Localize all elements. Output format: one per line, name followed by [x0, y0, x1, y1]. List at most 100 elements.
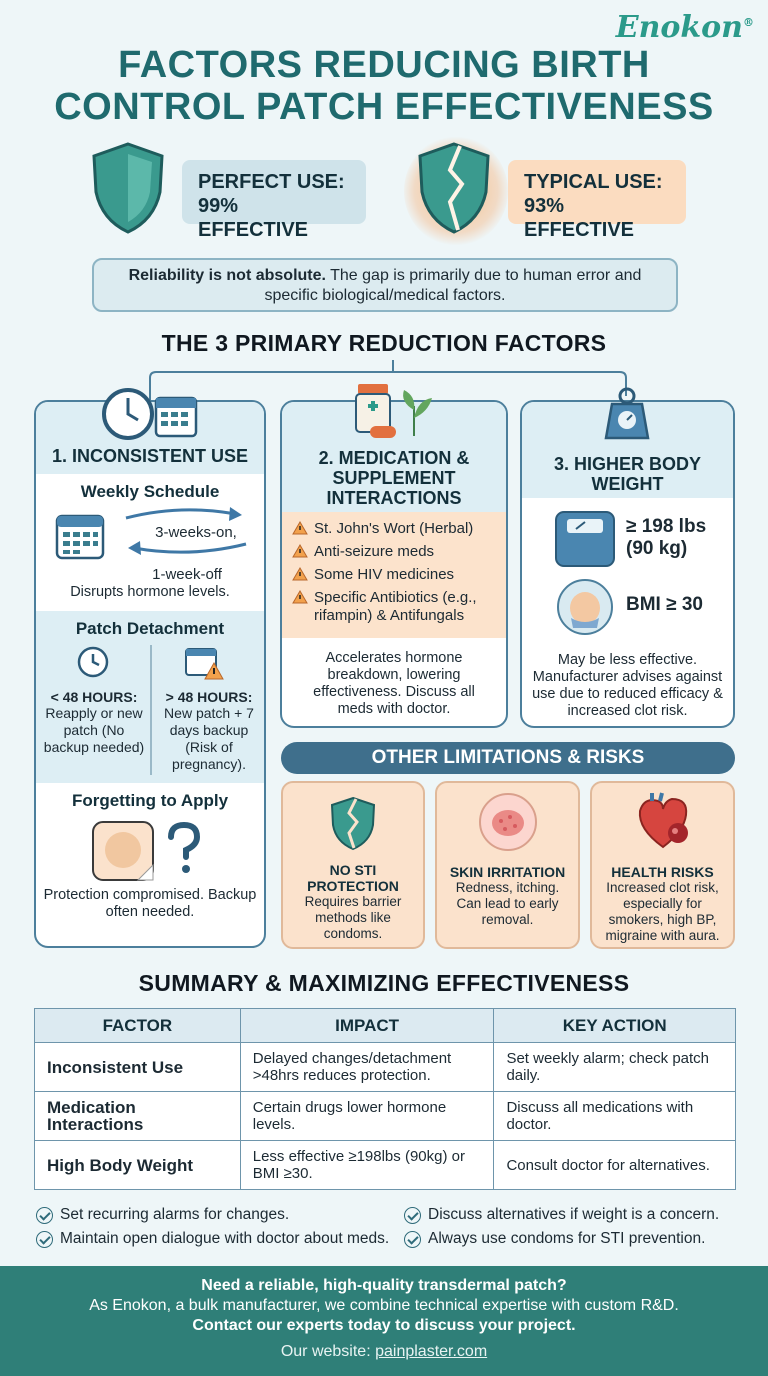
- medication-item: Specific Antibiotics (e.g., rifampin) & …: [292, 589, 496, 625]
- factor-1-title: 1. INCONSISTENT USE: [36, 402, 264, 474]
- connector-lines: [149, 360, 627, 402]
- primary-factors-title: THE 3 PRIMARY REDUCTION FACTORS: [161, 330, 607, 356]
- table-row: High Body Weight Less effective ≥198lbs …: [34, 1140, 736, 1190]
- table-header-row: FACTOR IMPACT KEY ACTION: [34, 1008, 736, 1043]
- shield-icon: [92, 142, 164, 234]
- footer-headline: Need a reliable, high-quality transderma…: [201, 1277, 567, 1294]
- scale-icon: [555, 511, 615, 567]
- patch-detachment-title: Patch Detachment: [75, 619, 225, 638]
- medication-herb-icon: [355, 384, 432, 438]
- skin-irritation-icon: [478, 793, 537, 851]
- table-cell: High Body Weight: [34, 1140, 241, 1190]
- table-cell: Discuss all medications with doctor.: [493, 1091, 736, 1141]
- footer-banner: Need a reliable, high-quality transderma…: [0, 1266, 768, 1376]
- bmi-threshold: BMI ≥ 30: [626, 594, 703, 615]
- medication-item-text: St. John's Wort (Herbal): [314, 520, 474, 537]
- warning-icon: [292, 590, 308, 604]
- tip-text: Discuss alternatives if weight is a conc…: [428, 1206, 720, 1223]
- footer-cta: Contact our experts today to discuss you…: [192, 1317, 576, 1334]
- factor-3-card: 3. HIGHER BODY WEIGHT ≥ 198 lbs (90 kg) …: [520, 400, 735, 728]
- weight-threshold: ≥ 198 lbs (90 kg): [626, 516, 707, 559]
- typical-use-value: 93% EFFECTIVE: [524, 195, 635, 241]
- warning-icon: [292, 544, 308, 558]
- broken-shield-icon: [330, 796, 376, 851]
- medication-item: Some HIV medicines: [292, 566, 496, 584]
- reliability-bold: Reliability is not absolute.: [128, 267, 326, 284]
- check-icon: [36, 1206, 53, 1224]
- tip-item: Set recurring alarms for changes.: [36, 1206, 289, 1224]
- typical-use-label: TYPICAL USE:: [524, 171, 663, 193]
- clock-calendar-icon: [102, 388, 198, 440]
- website-link[interactable]: painplaster.com: [375, 1343, 488, 1360]
- table-cell: Inconsistent Use: [34, 1042, 241, 1092]
- weekly-note: Disrupts hormone levels.: [70, 584, 230, 600]
- limit-title: SKIN IRRITATION: [449, 864, 566, 880]
- table-cell: Delayed changes/detachment >48hrs reduce…: [239, 1042, 495, 1092]
- limit-text: Requires barrier methods like condoms.: [304, 894, 402, 941]
- check-icon: [404, 1206, 421, 1224]
- patch-icon: [92, 821, 154, 881]
- weight-note: May be less effective. Manufacturer advi…: [532, 652, 723, 719]
- typical-use-box: TYPICAL USE: 93% EFFECTIVE: [508, 160, 686, 241]
- weekly-schedule-graphic: 3-weeks-on, 1-week-off: [36, 502, 264, 584]
- table-row: Medication Interactions Certain drugs lo…: [34, 1091, 736, 1141]
- question-mark-icon: [168, 821, 201, 873]
- limit-title: NO STI PROTECTION: [307, 862, 399, 894]
- heart-icon: [638, 792, 688, 849]
- medication-list: St. John's Wort (Herbal) Anti-seizure me…: [282, 512, 506, 638]
- page-title: FACTORS REDUCING BIRTH CONTROL PATCH EFF…: [0, 44, 768, 128]
- tip-item: Maintain open dialogue with doctor about…: [36, 1230, 389, 1248]
- reliability-text: The gap is primarily due to human error …: [264, 267, 642, 304]
- factor-2-title: 2. MEDICATION & SUPPLEMENT INTERACTIONS: [282, 402, 506, 512]
- limit-text: Increased clot risk, especially for smok…: [605, 880, 720, 943]
- medication-item-text: Specific Antibiotics (e.g., rifampin) & …: [314, 589, 477, 624]
- weekly-schedule-title: Weekly Schedule: [80, 482, 220, 501]
- limit-text: Redness, itching. Can lead to early remo…: [455, 880, 560, 927]
- tip-text: Always use condoms for STI prevention.: [428, 1230, 706, 1247]
- summary-table: FACTOR IMPACT KEY ACTION Inconsistent Us…: [34, 1008, 736, 1190]
- perfect-use-box: PERFECT USE: 99% EFFECTIVE: [182, 160, 366, 241]
- over-48-label: > 48 HOURS:: [165, 689, 253, 705]
- under-48-text: Reapply or new patch (No backup needed): [43, 705, 145, 755]
- limit-title: HEALTH RISKS: [611, 864, 714, 880]
- summary-title: SUMMARY & MAXIMIZING EFFECTIVENESS: [138, 970, 630, 996]
- footer-website: Our website: painplaster.com: [0, 1342, 768, 1362]
- column-header: KEY ACTION: [493, 1008, 736, 1043]
- table-cell: Set weekly alarm; check patch daily.: [493, 1042, 736, 1092]
- over-48-text: New patch + 7 days backup (Risk of pregn…: [164, 705, 254, 772]
- bmi-row: BMI ≥ 30: [522, 574, 733, 638]
- table-cell: Less effective ≥198lbs (90kg) or BMI ≥30…: [239, 1140, 495, 1190]
- website-label: Our website:: [280, 1343, 376, 1360]
- tip-item: Always use condoms for STI prevention.: [404, 1230, 705, 1248]
- cycle-arrows-icon: [125, 507, 247, 555]
- title-line-2: CONTROL PATCH EFFECTIVENESS: [54, 86, 714, 128]
- clock-reset-icon: [77, 646, 109, 678]
- forgetting-graphic: [36, 811, 264, 887]
- factor-1-card: 1. INCONSISTENT USE Weekly Schedule 3-we…: [34, 400, 266, 948]
- footer-description: As Enokon, a bulk manufacturer, we combi…: [89, 1297, 679, 1314]
- check-icon: [404, 1230, 421, 1248]
- limit-card-health: HEALTH RISKS Increased clot risk, especi…: [590, 781, 735, 949]
- perfect-use-label: PERFECT USE:: [198, 171, 345, 193]
- warning-icon: [292, 567, 308, 581]
- medication-item-text: Some HIV medicines: [314, 566, 455, 583]
- detach-under-48: < 48 HOURS: Reapply or new patch (No bac…: [42, 689, 146, 756]
- forgetting-text: Protection compromised. Backup often nee…: [43, 887, 257, 920]
- table-row: Inconsistent Use Delayed changes/detachm…: [34, 1042, 736, 1092]
- weight-row: ≥ 198 lbs (90 kg): [522, 498, 733, 574]
- medication-item-text: Anti-seizure meds: [314, 543, 435, 560]
- table-cell: Consult doctor for alternatives.: [493, 1140, 736, 1190]
- brand-name: Enokon: [615, 10, 743, 45]
- weight-icon: [604, 387, 650, 440]
- tip-item: Discuss alternatives if weight is a conc…: [404, 1206, 719, 1224]
- table-cell: Medication Interactions: [34, 1091, 241, 1141]
- detach-over-48: > 48 HOURS: New patch + 7 days backup (R…: [154, 689, 264, 773]
- cracked-shield-icon: [418, 142, 490, 234]
- reliability-note: Reliability is not absolute. The gap is …: [92, 258, 678, 312]
- column-header: IMPACT: [239, 1008, 495, 1043]
- medication-item: St. John's Wort (Herbal): [292, 520, 496, 538]
- factor-2-card: 2. MEDICATION & SUPPLEMENT INTERACTIONS …: [280, 400, 508, 728]
- brand-mark: ®: [743, 16, 754, 29]
- other-limitations-title: OTHER LIMITATIONS & RISKS: [281, 742, 735, 774]
- medication-item: Anti-seizure meds: [292, 543, 496, 561]
